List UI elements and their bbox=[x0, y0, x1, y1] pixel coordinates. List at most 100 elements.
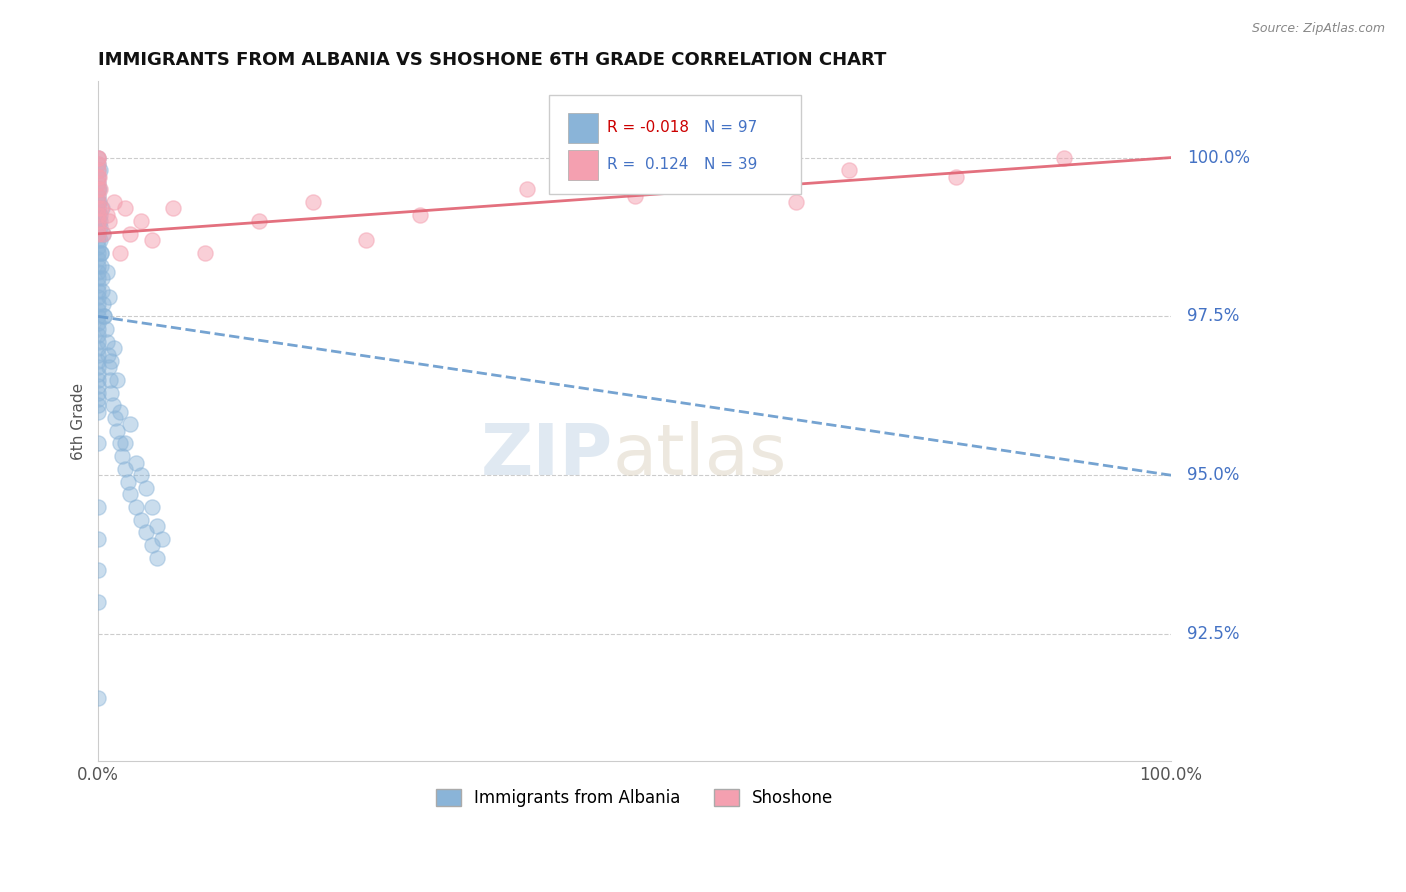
Text: N = 39: N = 39 bbox=[704, 158, 758, 172]
Point bbox=[89, 182, 111, 196]
Point bbox=[108, 436, 131, 450]
Point bbox=[623, 188, 645, 202]
Point bbox=[87, 245, 110, 260]
Point bbox=[945, 169, 967, 184]
Point bbox=[152, 532, 174, 546]
Point bbox=[87, 334, 110, 349]
Point bbox=[87, 379, 110, 393]
Point bbox=[103, 341, 125, 355]
Point bbox=[97, 290, 120, 304]
Point bbox=[87, 202, 110, 216]
Point bbox=[87, 188, 110, 202]
Point bbox=[91, 284, 114, 298]
Point bbox=[129, 513, 152, 527]
Point bbox=[93, 227, 115, 241]
Point bbox=[89, 220, 111, 235]
Point bbox=[87, 341, 110, 355]
Point bbox=[97, 214, 120, 228]
Point bbox=[87, 208, 110, 222]
Point bbox=[194, 245, 217, 260]
Point bbox=[87, 176, 110, 190]
Point bbox=[87, 220, 110, 235]
Point bbox=[87, 227, 110, 241]
Point bbox=[87, 595, 110, 609]
Point bbox=[87, 290, 110, 304]
Point bbox=[356, 233, 378, 247]
Text: ZIP: ZIP bbox=[481, 421, 613, 490]
Point bbox=[120, 487, 142, 501]
Point bbox=[516, 182, 538, 196]
FancyBboxPatch shape bbox=[548, 95, 801, 194]
Point bbox=[120, 417, 142, 432]
Point bbox=[87, 195, 110, 210]
Point bbox=[87, 227, 110, 241]
Point bbox=[93, 227, 115, 241]
Point bbox=[129, 468, 152, 483]
Point bbox=[87, 151, 110, 165]
Point bbox=[87, 373, 110, 387]
Point bbox=[114, 462, 136, 476]
Point bbox=[87, 252, 110, 267]
Point bbox=[97, 347, 120, 361]
Point bbox=[87, 214, 110, 228]
Point bbox=[90, 259, 112, 273]
Point bbox=[141, 500, 163, 514]
Point bbox=[96, 265, 118, 279]
Point bbox=[87, 271, 110, 285]
Point bbox=[87, 277, 110, 292]
Point bbox=[89, 214, 111, 228]
Point bbox=[101, 398, 124, 412]
Text: IMMIGRANTS FROM ALBANIA VS SHOSHONE 6TH GRADE CORRELATION CHART: IMMIGRANTS FROM ALBANIA VS SHOSHONE 6TH … bbox=[98, 51, 886, 69]
Point bbox=[91, 202, 114, 216]
Point bbox=[94, 322, 117, 336]
Point bbox=[87, 163, 110, 178]
Point bbox=[124, 500, 146, 514]
Point bbox=[87, 259, 110, 273]
Point bbox=[87, 347, 110, 361]
Text: Source: ZipAtlas.com: Source: ZipAtlas.com bbox=[1251, 22, 1385, 36]
Bar bbox=[568, 150, 598, 180]
Point bbox=[90, 245, 112, 260]
Point bbox=[87, 188, 110, 202]
Y-axis label: 6th Grade: 6th Grade bbox=[72, 383, 86, 459]
Point bbox=[103, 195, 125, 210]
Point bbox=[87, 398, 110, 412]
Point bbox=[838, 163, 860, 178]
Text: R =  0.124: R = 0.124 bbox=[606, 158, 688, 172]
Text: 100.0%: 100.0% bbox=[1187, 149, 1250, 167]
Point bbox=[87, 220, 110, 235]
Point bbox=[135, 481, 157, 495]
Point bbox=[89, 233, 111, 247]
Point bbox=[146, 519, 169, 533]
Point bbox=[108, 245, 131, 260]
Text: 97.5%: 97.5% bbox=[1187, 308, 1240, 326]
Point bbox=[93, 310, 115, 324]
Text: 95.0%: 95.0% bbox=[1187, 467, 1240, 484]
Point bbox=[90, 202, 112, 216]
Point bbox=[87, 202, 110, 216]
Point bbox=[108, 405, 131, 419]
Text: N = 97: N = 97 bbox=[704, 120, 758, 135]
Point bbox=[87, 233, 110, 247]
Point bbox=[114, 202, 136, 216]
Point bbox=[93, 296, 115, 310]
Point bbox=[87, 182, 110, 196]
Point bbox=[100, 385, 122, 400]
Legend: Immigrants from Albania, Shoshone: Immigrants from Albania, Shoshone bbox=[429, 782, 839, 814]
Point bbox=[90, 245, 112, 260]
Point bbox=[87, 316, 110, 330]
Point bbox=[96, 334, 118, 349]
Point bbox=[87, 367, 110, 381]
Point bbox=[87, 163, 110, 178]
Point bbox=[87, 195, 110, 210]
Point bbox=[87, 176, 110, 190]
Text: 92.5%: 92.5% bbox=[1187, 625, 1240, 643]
Point bbox=[731, 176, 754, 190]
Point bbox=[135, 525, 157, 540]
Point bbox=[87, 239, 110, 253]
Point bbox=[87, 182, 110, 196]
Point bbox=[301, 195, 323, 210]
Point bbox=[100, 354, 122, 368]
Point bbox=[87, 157, 110, 171]
Point bbox=[93, 310, 115, 324]
